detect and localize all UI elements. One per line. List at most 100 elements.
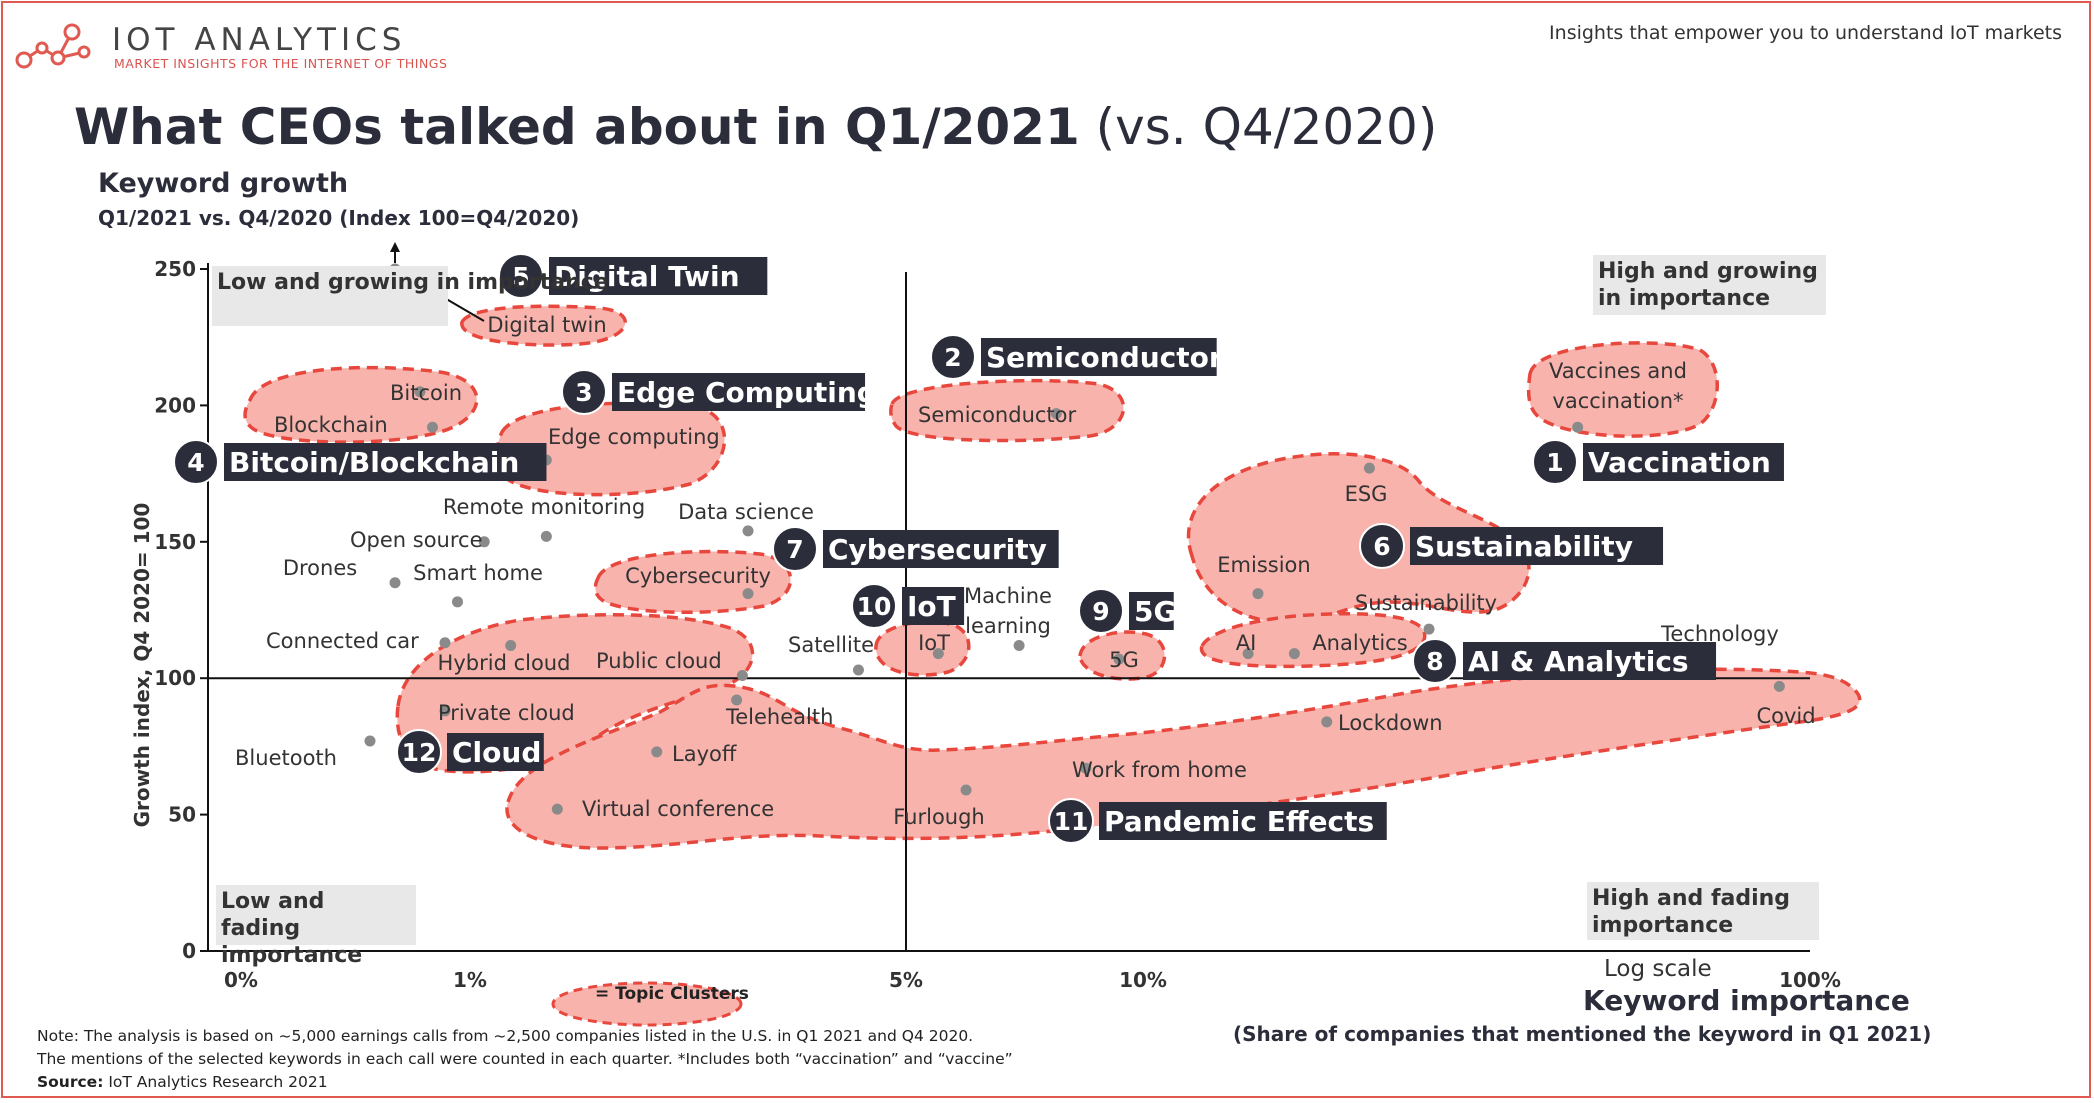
data-point-connected-car <box>439 637 451 649</box>
cluster-badge-11: 11 Pandemic Effects <box>1048 798 1387 844</box>
point-label: Semiconductor <box>918 403 1077 427</box>
cluster-badge-2: 2 Semiconductor <box>930 334 1223 380</box>
x-tick-label: 100% <box>1779 968 1841 992</box>
x-axis-subtitle: (Share of companies that mentioned the k… <box>1233 1022 1932 1046</box>
cluster-name: 5G <box>1134 595 1176 628</box>
cluster-badge-5: 5 Digital Twin <box>498 253 768 299</box>
point-label: Analytics <box>1312 631 1407 655</box>
cluster-name: Digital Twin <box>554 260 740 293</box>
data-point-layoff <box>651 746 663 758</box>
data-point-bitcoin <box>414 386 426 398</box>
data-point-furlough <box>960 784 972 796</box>
cluster-shape-cybersecurity <box>593 549 793 614</box>
cluster-badge-4: 4 Bitcoin/Blockchain <box>173 439 547 485</box>
cluster-name: Semiconductor <box>986 341 1223 374</box>
data-point-ai <box>1242 648 1254 660</box>
point-label: Layoff <box>672 742 737 766</box>
point-label: ESG <box>1345 482 1388 506</box>
point-label: Smart home <box>413 561 543 585</box>
cluster-rank: 10 <box>857 592 892 621</box>
point-label: AI <box>1236 631 1257 655</box>
cluster-label-background <box>1583 443 1784 481</box>
data-point-hybrid-cloud <box>505 639 517 651</box>
cluster-rank: 4 <box>187 448 204 477</box>
source-label: Source: <box>37 1073 104 1091</box>
point-label: Furlough <box>893 805 985 829</box>
point-label: Drones <box>283 556 357 580</box>
point-label: Satellite <box>788 633 874 657</box>
cluster-rank-circle <box>561 369 607 415</box>
cluster-name: IoT <box>907 590 956 623</box>
cluster-label-background <box>1099 802 1387 840</box>
cluster-rank-circle <box>498 253 544 299</box>
point-label: Edge computing <box>548 425 720 449</box>
point-label: IoT <box>918 631 950 655</box>
footnotes: Note: The analysis is based on ~5,000 ea… <box>37 1025 1013 1094</box>
cluster-label-background <box>612 373 866 411</box>
cluster-badge-1: 1 Vaccination <box>1532 439 1784 485</box>
topic-cluster-legend-swatch <box>551 981 743 1027</box>
point-label: Sustainability <box>1355 591 1497 615</box>
cluster-badge-3: 3 Edge Computing <box>561 369 877 415</box>
point-label: 5G <box>1109 648 1139 672</box>
iot-analytics-logo-icon <box>15 23 91 69</box>
y-tick-label: 100 <box>154 666 196 690</box>
brand-subtitle: MARKET INSIGHTS FOR THE INTERNET OF THIN… <box>114 56 448 71</box>
cluster-label-background <box>447 733 544 771</box>
cluster-rank-circle <box>851 583 897 629</box>
point-label: Lockdown <box>1338 711 1443 735</box>
note-line-2: The mentions of the selected keywords in… <box>37 1050 1013 1068</box>
point-label: Public cloud <box>596 649 722 673</box>
data-point-machine-learning <box>1013 639 1025 651</box>
quadrant-bottom-right: High and fading importance <box>1587 882 1819 940</box>
off-scale-arrow-icon <box>390 242 400 252</box>
cluster-rank-circle <box>1048 798 1094 844</box>
cluster-rank-circle <box>772 526 818 572</box>
cluster-label-background <box>1410 527 1664 565</box>
cluster-badge-6: 6 Sustainability <box>1359 523 1664 569</box>
point-label: Cybersecurity <box>625 564 771 588</box>
source-line: Source: IoT Analytics Research 2021 <box>37 1071 1013 1094</box>
cluster-badge-12: 12 Cloud <box>396 729 544 775</box>
y-tick-label: 50 <box>168 803 196 827</box>
point-label: Work from home <box>1072 758 1247 782</box>
point-label: Blockchain <box>274 413 388 437</box>
page-title: What CEOs talked about in Q1/2021 (vs. Q… <box>74 98 1437 156</box>
note-line-1: Note: The analysis is based on ~5,000 ea… <box>37 1027 974 1045</box>
data-point-work-from-home <box>1080 762 1092 774</box>
cluster-rank: 1 <box>1546 448 1563 477</box>
tagline: Insights that empower you to understand … <box>1549 22 2062 44</box>
data-point-private-cloud <box>439 705 451 717</box>
point-label: Digital twin <box>487 313 606 337</box>
point-label: Emission <box>1217 553 1310 577</box>
cluster-name: Cybersecurity <box>828 533 1047 566</box>
cluster-rank: 6 <box>1373 532 1390 561</box>
point-label: Hybrid cloud <box>438 651 571 675</box>
data-point-telehealth <box>731 694 743 706</box>
x-tick-label: 1% <box>453 968 487 992</box>
cluster-label-background <box>1463 642 1717 680</box>
cluster-label-background <box>981 338 1217 376</box>
cluster-shape-pandemic-effects <box>505 667 1862 850</box>
data-point-analytics <box>1288 648 1300 660</box>
legend-label: = Topic Clusters <box>595 984 749 1004</box>
brand-name: IOT ANALYTICS <box>112 22 407 58</box>
cluster-rank-circle <box>396 729 442 775</box>
cluster-rank: 2 <box>944 343 961 372</box>
point-label: Connected car <box>266 629 419 653</box>
cluster-name: Pandemic Effects <box>1104 805 1374 838</box>
y-axis-subtitle: Q1/2021 vs. Q4/2020 (Index 100=Q4/2020) <box>98 206 580 230</box>
x-tick-label: 0% <box>224 968 258 992</box>
cluster-rank: 8 <box>1426 647 1443 676</box>
cluster-rank: 9 <box>1092 597 1109 626</box>
point-label: Bitcoin <box>390 381 462 405</box>
y-tick-label: 200 <box>154 393 196 417</box>
cluster-rank: 7 <box>786 535 803 564</box>
cluster-badge-10: 10 IoT <box>851 583 965 629</box>
cluster-name: Cloud <box>452 736 541 769</box>
y-tick-label: 250 <box>154 257 196 281</box>
data-point-remote-monitoring <box>540 530 552 542</box>
data-point-satellite <box>852 664 864 676</box>
data-point-data-science <box>742 525 754 537</box>
quadrant-bottom-left: Low and fading importance <box>216 885 416 968</box>
